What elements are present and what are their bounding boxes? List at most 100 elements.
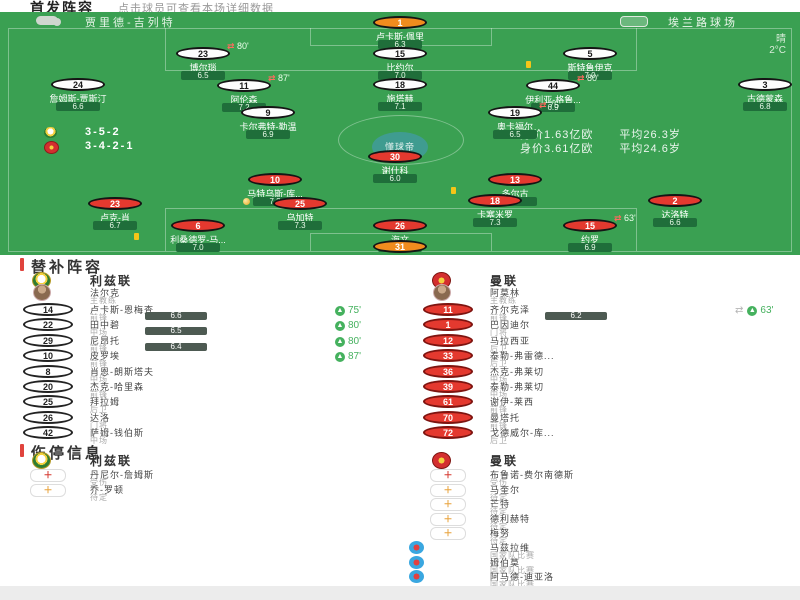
player-name: 詹姆斯-贾斯汀 bbox=[49, 94, 107, 104]
sub-player-position: 前锋 bbox=[490, 405, 508, 415]
sub-player-name: 肖恩-朗斯塔夫 bbox=[90, 366, 154, 377]
player-shirt[interactable]: 25 bbox=[273, 197, 327, 210]
sub-player-row[interactable]: 10 皮罗埃 前锋 ▲ 87' bbox=[0, 349, 400, 370]
sub-player-position: 门将 bbox=[490, 328, 508, 338]
sub-player-position: 前锋 bbox=[490, 420, 508, 430]
coach-role: 主教练 bbox=[90, 296, 117, 305]
sub-player-row[interactable]: 29 尼昂托 前锋 6.4 ▲ 80' bbox=[0, 333, 400, 355]
sub-player-row[interactable]: 25 拜拉姆 后卫 bbox=[0, 395, 400, 416]
player-shirt[interactable]: 18 bbox=[468, 194, 522, 207]
player-shirt[interactable]: 5 bbox=[563, 47, 617, 60]
sub-player-number: 10 bbox=[23, 349, 73, 363]
injury-player-name: 丹尼尔-詹姆斯 bbox=[90, 470, 154, 480]
sub-player-number: 29 bbox=[23, 333, 73, 347]
sub-player-name: 杰克-哈里森 bbox=[90, 382, 144, 392]
sub-player-name: 杰克-弗莱切 bbox=[490, 366, 544, 377]
player-name: 奥卡福尔 bbox=[496, 122, 533, 132]
player-shirt[interactable]: 10 bbox=[248, 173, 302, 186]
player-name: 卢卡斯-佩里 bbox=[376, 32, 424, 42]
sub-player-row[interactable]: 42 萨姆-钱伯斯 中场 bbox=[0, 426, 400, 447]
player-shirt[interactable]: 1 bbox=[373, 16, 427, 29]
sub-player-position: 前锋 bbox=[90, 343, 108, 353]
sub-player-row[interactable]: 8 肖恩-朗斯塔夫 中场 bbox=[0, 364, 400, 386]
sub-in-icon: ▲ 80' bbox=[335, 335, 362, 347]
player-name: 卡尔弗特-勒温 bbox=[239, 122, 297, 132]
sub-player-row[interactable]: 12 马拉西亚 后卫 bbox=[400, 333, 800, 355]
player-name: 拉门斯 bbox=[330, 254, 470, 255]
sub-player-name: 马拉西亚 bbox=[490, 335, 531, 346]
sub-player-number: 22 bbox=[23, 318, 73, 332]
home-formation-row: 3-5-2 身价1.63亿欧 平均26.3岁 bbox=[0, 126, 800, 141]
sub-player-row[interactable]: 70 曼塔托 前锋 bbox=[400, 410, 800, 432]
player-rating: 6.6 bbox=[56, 102, 100, 111]
player-shirt[interactable]: 6 bbox=[171, 219, 225, 232]
player-shirt[interactable]: 9 bbox=[241, 106, 295, 119]
sub-player-position: 前锋 bbox=[90, 390, 108, 399]
player-name: 施塔赫 bbox=[386, 94, 414, 104]
player-rating: 7.1 bbox=[378, 102, 422, 111]
away-formation-row: 3-4-2-1 身价3.61亿欧 平均24.6岁 bbox=[0, 140, 800, 155]
sub-player-position: 门将 bbox=[90, 420, 108, 430]
sub-player-row[interactable]: 33 泰勒-弗雷德... 后卫 bbox=[400, 349, 800, 370]
player-shirt[interactable]: 31 bbox=[373, 240, 427, 253]
injury-player-status: 待定 bbox=[490, 492, 508, 502]
player-shirt[interactable]: 30 bbox=[368, 150, 422, 163]
referee-name: 贾里德-吉列特 bbox=[85, 17, 176, 29]
sub-player-row[interactable]: 36 杰克-弗莱切 中场 bbox=[400, 364, 800, 386]
injury-icon: ＋ bbox=[30, 469, 66, 482]
player-shirt[interactable]: 15 bbox=[373, 47, 427, 60]
sub-player-row[interactable]: 22 田中碧 中场 6.5 ▲ 80' bbox=[0, 318, 400, 339]
sub-player-number: 8 bbox=[23, 364, 73, 378]
player-shirt[interactable]: 18 bbox=[373, 78, 427, 91]
sub-player-number: 12 bbox=[423, 333, 473, 347]
sub-player-row[interactable]: 72 戈德威尔-库... 后卫 bbox=[400, 426, 800, 447]
sub-player-row[interactable]: 11 齐尔克泽 前锋 6.2 ⇄ ▲ 63' bbox=[400, 303, 800, 324]
weather-info: 晴 2°C bbox=[769, 34, 786, 56]
sub-player-row[interactable]: 20 杰克-哈里森 前锋 bbox=[0, 380, 400, 401]
national-team-icon bbox=[409, 541, 424, 554]
injury-player-name: 梅努 bbox=[490, 528, 511, 539]
sub-player-row[interactable]: 61 谢伊-莱西 前锋 bbox=[400, 395, 800, 416]
coach-avatar bbox=[433, 284, 451, 301]
sub-player-name: 卢卡斯-恩梅查 bbox=[90, 305, 154, 315]
bottom-bar bbox=[0, 586, 800, 600]
sub-player-name: 泰勒-弗莱切 bbox=[490, 382, 544, 392]
sub-player-number: 26 bbox=[23, 410, 73, 424]
sub-player-name: 泰勒-弗雷德... bbox=[490, 351, 555, 362]
player-shirt[interactable]: 11 bbox=[217, 79, 271, 92]
player-shirt[interactable]: 24 bbox=[51, 78, 105, 91]
sub-player-row[interactable]: 14 卢卡斯-恩梅查 前锋 6.6 ▲ 75' bbox=[0, 303, 400, 324]
injury-row: 马兹拉维 国家队比赛 bbox=[400, 541, 800, 561]
sub-player-position: 后卫 bbox=[490, 359, 508, 369]
sub-player-name: 戈德威尔-库... bbox=[490, 428, 555, 439]
player-shirt[interactable]: 26 bbox=[373, 219, 427, 232]
sub-player-row[interactable]: 39 泰勒-弗莱切 中场 bbox=[400, 380, 800, 401]
sub-player-name: 拜拉姆 bbox=[90, 397, 121, 408]
player-shirt[interactable]: 3 bbox=[738, 78, 792, 91]
home-squad-value: 身价1.63亿欧 平均26.3岁 bbox=[520, 129, 681, 141]
sub-out-icon: ⇄ 87' bbox=[268, 73, 290, 83]
home-formation: 3-5-2 bbox=[85, 126, 121, 138]
player-shirt[interactable]: 44 bbox=[526, 79, 580, 92]
player-shirt[interactable]: 23 bbox=[88, 197, 142, 210]
sub-player-number: 1 bbox=[423, 318, 473, 332]
sub-player-number: 36 bbox=[423, 364, 473, 378]
yellow-card-icon bbox=[134, 233, 139, 240]
goal-icon bbox=[243, 198, 250, 205]
sub-player-row[interactable]: 1 巴因迪尔 门将 bbox=[400, 318, 800, 339]
stadium-icon bbox=[620, 16, 648, 27]
player-rating: 6.3 bbox=[378, 40, 422, 49]
player-shirt[interactable]: 23 bbox=[176, 47, 230, 60]
player-shirt[interactable]: 15 bbox=[563, 219, 617, 232]
penalty-box-bottom bbox=[165, 208, 637, 251]
player-shirt[interactable]: 19 bbox=[488, 106, 542, 119]
player-name: 伊利亚-格鲁... bbox=[525, 95, 581, 105]
team-name: 利兹联 bbox=[90, 454, 133, 468]
player-shirt[interactable]: 2 bbox=[648, 194, 702, 207]
injury-player-status: 待定 bbox=[490, 536, 508, 546]
center-circle bbox=[338, 115, 464, 165]
sub-player-position: 中场 bbox=[490, 390, 508, 399]
player-shirt[interactable]: 13 bbox=[488, 173, 542, 186]
player-name: 阿伦森 bbox=[230, 95, 258, 105]
sub-player-row[interactable]: 26 达洛 门将 bbox=[0, 410, 400, 432]
